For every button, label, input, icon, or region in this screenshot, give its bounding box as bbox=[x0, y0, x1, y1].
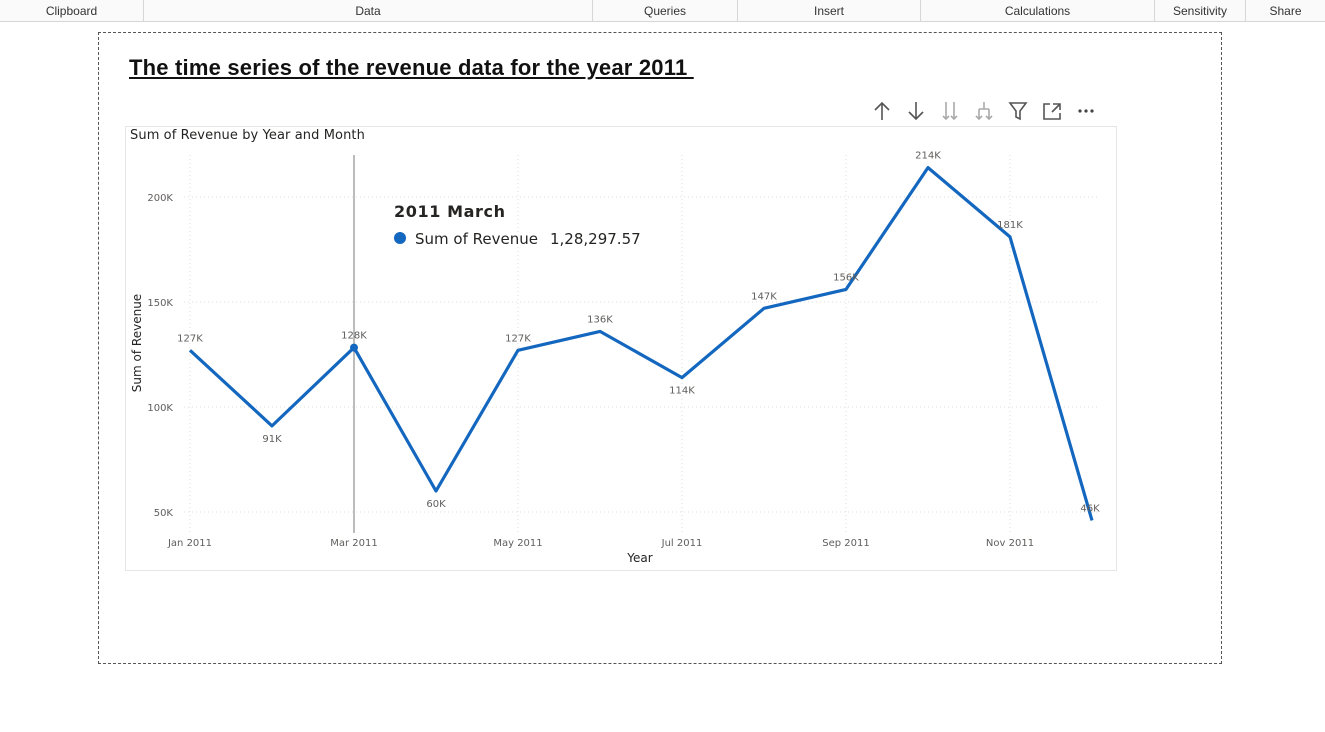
arrow-down-icon[interactable] bbox=[904, 100, 928, 122]
data-label: 60K bbox=[426, 499, 446, 510]
ribbon-group-clipboard[interactable]: Clipboard bbox=[0, 0, 144, 21]
visual-header bbox=[870, 100, 1108, 122]
ribbon-group-sensitivity[interactable]: Sensitivity bbox=[1155, 0, 1246, 21]
data-label: 114K bbox=[669, 386, 695, 397]
x-tick-label: Nov 2011 bbox=[986, 538, 1034, 549]
x-tick-label: Jan 2011 bbox=[167, 538, 212, 549]
tooltip-series-label: Sum of Revenue bbox=[415, 230, 538, 248]
filter-icon[interactable] bbox=[1006, 100, 1030, 122]
x-axis-title: Year bbox=[626, 551, 652, 565]
gridlines bbox=[184, 155, 1098, 533]
report-canvas[interactable]: The time series of the revenue data for … bbox=[98, 32, 1222, 664]
y-tick-label: 100K bbox=[147, 403, 173, 414]
series-line-revenue[interactable] bbox=[188, 166, 1094, 521]
data-label: 181K bbox=[997, 220, 1023, 231]
highlighted-point[interactable] bbox=[350, 343, 358, 352]
data-label: 214K bbox=[915, 151, 941, 162]
x-tick-label: May 2011 bbox=[493, 538, 542, 549]
tooltip-legend-dot bbox=[394, 232, 406, 244]
ribbon-group-queries[interactable]: Queries bbox=[593, 0, 738, 21]
expand-hierarchy-icon[interactable] bbox=[972, 100, 996, 122]
ribbon-group-data[interactable]: Data bbox=[144, 0, 593, 21]
data-labels: 127K 91K 128K 60K 127K 136K 114K 147K 156K 214K 18… bbox=[177, 151, 1100, 515]
y-axis-title: Sum of Revenue bbox=[130, 294, 144, 392]
data-label: 147K bbox=[751, 291, 777, 302]
ribbon-group-bar: Clipboard Data Queries Insert Calculatio… bbox=[0, 0, 1325, 22]
tooltip: 2011 March Sum of Revenue 1,28,297.57 bbox=[394, 202, 641, 248]
tooltip-title: 2011 March bbox=[394, 202, 506, 221]
visual-title: Sum of Revenue by Year and Month bbox=[130, 128, 365, 143]
ribbon-group-share[interactable]: Share bbox=[1269, 4, 1302, 18]
data-label: 91K bbox=[262, 434, 282, 445]
more-options-icon[interactable] bbox=[1074, 100, 1098, 122]
x-tick-label: Jul 2011 bbox=[661, 538, 703, 549]
data-label: 136K bbox=[587, 314, 613, 325]
tooltip-value: 1,28,297.57 bbox=[550, 230, 641, 248]
ribbon-group-insert[interactable]: Insert bbox=[738, 0, 921, 21]
x-tick-label: Sep 2011 bbox=[822, 538, 869, 549]
line-chart[interactable]: 50K 100K 150K 200K Jan 2011 Mar 2011 May 2011… bbox=[126, 127, 1116, 570]
data-label: 128K bbox=[341, 331, 367, 342]
x-tick-label: Mar 2011 bbox=[330, 538, 378, 549]
y-tick-label: 150K bbox=[147, 298, 173, 309]
y-tick-label: 50K bbox=[154, 508, 174, 519]
ribbon-group-calculations[interactable]: Calculations bbox=[921, 0, 1155, 21]
data-label: 127K bbox=[177, 333, 203, 344]
y-tick-label: 200K bbox=[147, 193, 173, 204]
report-title[interactable]: The time series of the revenue data for … bbox=[129, 55, 694, 80]
line-chart-visual[interactable]: Sum of Revenue by Year and Month 50K 100K… bbox=[125, 126, 1117, 571]
double-arrow-down-icon[interactable] bbox=[938, 100, 962, 122]
x-axis-ticks: Jan 2011 Mar 2011 May 2011 Jul 2011 Sep 2011… bbox=[167, 538, 1034, 549]
data-label: 127K bbox=[505, 333, 531, 344]
arrow-up-icon[interactable] bbox=[870, 100, 894, 122]
focus-mode-icon[interactable] bbox=[1040, 100, 1064, 122]
data-label: 156K bbox=[833, 272, 859, 283]
y-axis-ticks: 50K 100K 150K 200K bbox=[147, 193, 173, 519]
data-label: 46K bbox=[1080, 503, 1100, 514]
